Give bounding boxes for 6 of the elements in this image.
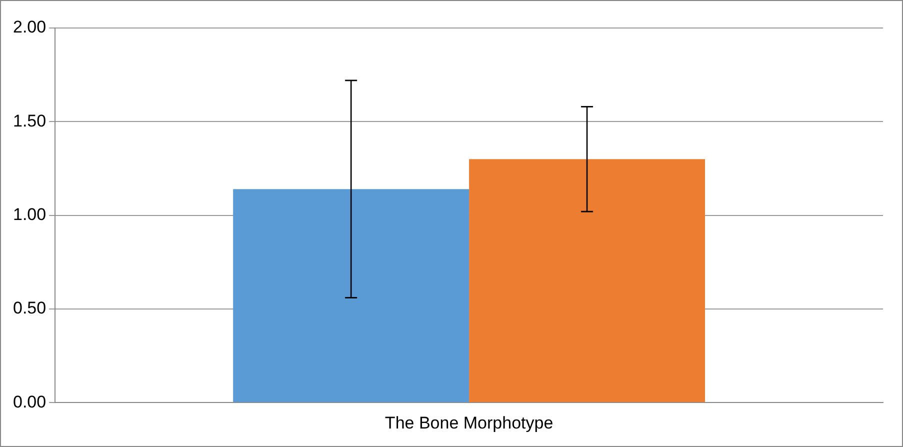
y-tick-label: 1.00 — [12, 204, 46, 224]
y-tick-label: 0.00 — [12, 392, 46, 412]
y-tick-label: 2.00 — [12, 18, 46, 37]
x-tick-label: The Bone Morphotype — [384, 413, 554, 432]
y-tick-label: 0.50 — [12, 298, 46, 318]
y-tick-label: 1.50 — [12, 111, 46, 130]
